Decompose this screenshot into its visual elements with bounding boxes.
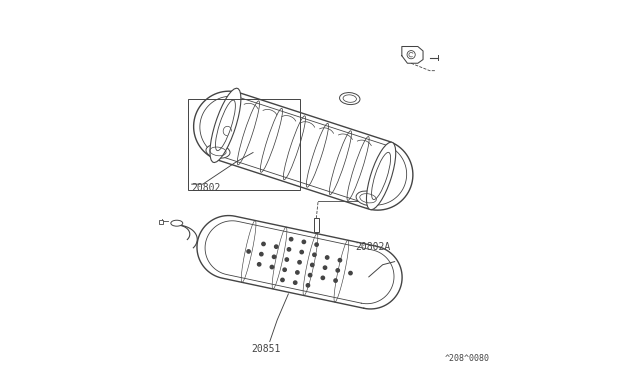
Circle shape <box>275 245 278 248</box>
Circle shape <box>310 263 314 267</box>
Ellipse shape <box>367 142 396 210</box>
Text: 20851: 20851 <box>252 344 281 354</box>
Circle shape <box>321 276 324 279</box>
Circle shape <box>285 258 289 261</box>
Circle shape <box>273 255 276 259</box>
Circle shape <box>313 253 316 256</box>
Circle shape <box>296 271 299 274</box>
Circle shape <box>349 272 352 275</box>
Circle shape <box>262 242 265 246</box>
Circle shape <box>300 250 303 254</box>
FancyBboxPatch shape <box>159 220 163 224</box>
Circle shape <box>302 240 305 244</box>
Circle shape <box>336 269 339 272</box>
Circle shape <box>260 253 263 256</box>
Ellipse shape <box>356 191 380 206</box>
Circle shape <box>283 268 286 272</box>
Circle shape <box>308 273 312 277</box>
Text: 20802: 20802 <box>191 183 221 193</box>
Circle shape <box>287 248 291 251</box>
FancyBboxPatch shape <box>314 218 319 232</box>
Circle shape <box>323 266 326 269</box>
Circle shape <box>294 281 297 284</box>
Circle shape <box>247 250 250 253</box>
Circle shape <box>307 284 310 287</box>
Circle shape <box>289 237 293 241</box>
Ellipse shape <box>340 93 360 105</box>
Ellipse shape <box>206 145 230 158</box>
Circle shape <box>298 260 301 264</box>
Ellipse shape <box>210 88 241 163</box>
Circle shape <box>257 263 261 266</box>
Circle shape <box>338 259 342 262</box>
Ellipse shape <box>171 220 183 226</box>
Text: ^208^0080: ^208^0080 <box>444 354 489 363</box>
Circle shape <box>281 278 284 282</box>
Circle shape <box>270 265 273 269</box>
Circle shape <box>326 256 329 259</box>
Text: 20802A: 20802A <box>355 243 390 252</box>
Circle shape <box>334 279 337 282</box>
Circle shape <box>315 243 318 246</box>
